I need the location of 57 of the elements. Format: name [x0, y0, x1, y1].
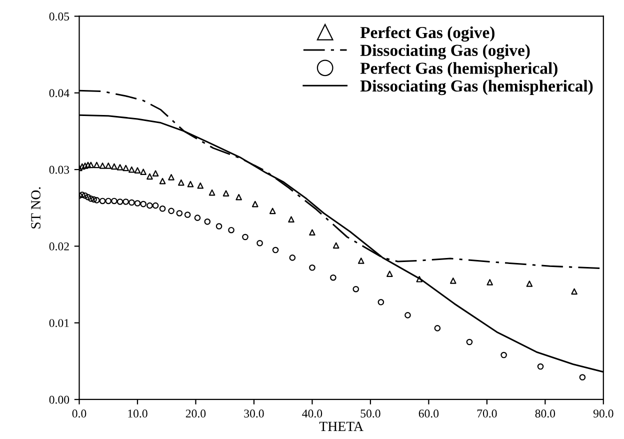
- point: [128, 166, 135, 173]
- x-tick-label: 30.0: [244, 410, 264, 418]
- point: [269, 208, 276, 214]
- point: [178, 179, 184, 186]
- point: [450, 278, 456, 284]
- x-tick-label: 70.0: [477, 410, 497, 418]
- point: [116, 164, 124, 170]
- point: [152, 170, 159, 177]
- point: [79, 163, 86, 170]
- point: [236, 194, 242, 200]
- point: [94, 162, 100, 168]
- point: [105, 162, 112, 169]
- y-axis-title: ST NO.: [31, 187, 41, 228]
- point: [222, 190, 230, 196]
- y-tick-label: 0.02: [49, 242, 69, 250]
- x-axis-title: THETA: [319, 422, 364, 431]
- y-tick-label: 0.03: [49, 166, 70, 174]
- point: [84, 162, 92, 168]
- point: [122, 164, 129, 172]
- point: [358, 258, 364, 264]
- point: [99, 162, 106, 169]
- point: [208, 189, 216, 196]
- point: [197, 182, 204, 189]
- x-tick-label: 80.0: [535, 410, 556, 418]
- legend-label: Dissociating Gas (hemispherical): [360, 80, 593, 96]
- legend-label: Perfect Gas (hemispherical): [360, 62, 558, 78]
- point: [486, 279, 493, 286]
- point: [82, 162, 88, 169]
- legend-label: Dissociating Gas (ogive): [360, 44, 530, 60]
- point: [309, 229, 316, 236]
- x-tick-label: 50.0: [360, 410, 380, 418]
- point: [332, 242, 340, 249]
- y-tick-label: 0.01: [49, 319, 69, 328]
- x-tick-label: 40.0: [302, 410, 322, 418]
- point: [416, 276, 423, 282]
- point: [187, 180, 194, 188]
- point: [111, 163, 118, 170]
- legend-label: Perfect Gas (ogive): [360, 26, 494, 42]
- point: [252, 200, 258, 208]
- point: [386, 270, 393, 277]
- point: [88, 162, 94, 168]
- x-tick-label: 60.0: [418, 410, 439, 418]
- point: [571, 288, 578, 295]
- y-tick-label: 0.05: [49, 12, 70, 21]
- y-tick-label: 0.00: [49, 396, 70, 404]
- point: [168, 174, 174, 180]
- point: [134, 167, 141, 174]
- x-tick-label: 10.0: [128, 410, 148, 418]
- x-tick-label: 90.0: [593, 410, 614, 418]
- point: [140, 168, 146, 175]
- y-tick-label: 0.04: [49, 89, 70, 98]
- point: [526, 280, 533, 287]
- x-tick-label: 0.0: [72, 410, 86, 418]
- point: [159, 178, 166, 184]
- point: [146, 173, 153, 180]
- x-tick-label: 20.0: [186, 410, 206, 418]
- point: [288, 216, 294, 223]
